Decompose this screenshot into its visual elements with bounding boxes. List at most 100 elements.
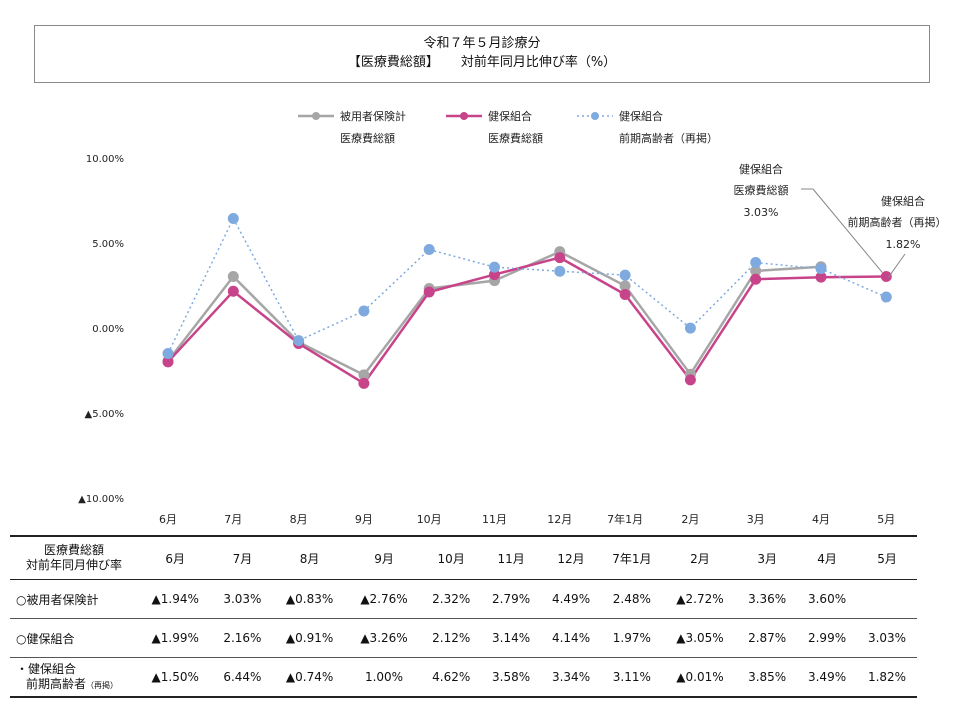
table-cell: ▲0.91% [272,618,347,658]
table-month: 3月 [737,535,798,580]
table-month: 7月 [212,535,273,580]
x-tick-label: 10月 [417,513,442,526]
table-month: 11月 [481,535,542,580]
table-cell: ▲0.83% [272,579,347,619]
annotation-label: 前期高齢者（再掲） [848,215,947,229]
data-point [423,286,435,298]
data-point [423,243,435,255]
legend-marker [312,112,320,120]
table-cell: ▲1.94% [138,579,213,619]
row-label-note: （再掲） [86,680,119,690]
table-cell: 4.49% [541,579,601,619]
y-tick-label: ▲10.00% [78,494,124,505]
legend-label: 医療費総額 [340,131,395,145]
chart-title-topic: 【医療費総額】 [347,55,439,70]
table-cell: 3.60% [797,579,858,619]
y-tick-label: ▲5.00% [85,409,124,420]
data-point [684,374,696,386]
table-cell: 2.79% [481,579,542,619]
legend-label: 健保組合 [488,109,532,123]
table-month: 5月 [857,535,917,580]
data-point [227,213,239,225]
table-cell: 3.03% [857,618,917,658]
annotation-leader [812,188,883,273]
data-point [358,305,370,317]
annotation-value: 1.82% [886,238,921,251]
annotation-leader [887,253,906,278]
annotation-label: 健保組合 [881,194,925,208]
y-tick-label: 0.00% [92,324,124,335]
table-month: 10月 [421,535,482,580]
legend-label: 医療費総額 [488,131,543,145]
table-cell: ▲3.05% [662,618,738,658]
table-cell: 1.97% [601,618,663,658]
data-point [162,348,174,359]
data-point [227,285,239,297]
table-month: 8月 [272,535,347,580]
y-tick-label: 10.00% [86,154,124,165]
table-cell: 2.87% [737,618,798,658]
chart-title-metric: 対前年同月比伸び率（%） [460,55,617,70]
table-month: 2月 [662,535,738,580]
data-point [750,257,762,269]
table-header-row: 医療費総額 対前年同月伸び率 6月 7月 8月 9月 10月 11月 12月 7… [10,535,917,580]
table-cell: ▲0.74% [272,657,347,698]
table-month: 12月 [541,535,601,580]
table-cell: 3.49% [797,657,858,698]
table-cell: ▲1.99% [138,618,213,658]
x-tick-label: 3月 [747,513,765,526]
annotation-value: 3.03% [744,206,779,219]
table-cell: 1.00% [346,657,422,698]
x-tick-label: 9月 [355,513,373,526]
table-cell: 4.14% [541,618,601,658]
series-line [167,256,887,386]
legend-label: 被用者保険計 [340,109,406,123]
table-header-label-line2: 対前年同月伸び率 [25,558,122,572]
table-cell: 2.16% [212,618,273,658]
data-point [293,335,305,347]
data-point [489,261,500,273]
legend-label: 前期高齢者（再掲） [619,131,718,145]
chart-title-line2: 【医療費総額】 対前年同月比伸び率（%） [35,53,929,73]
data-point [554,252,566,264]
table-cell: ▲0.01% [662,657,738,698]
chart-title-line1: 令和７年５月診療分 [423,36,541,51]
table-row: ○被用者保険計 ▲1.94% 3.03% ▲0.83% ▲2.76% 2.32%… [10,579,917,619]
table-cell: 2.12% [421,618,482,658]
line-chart: 10.00% 5.00% 0.00% ▲5.00% ▲10.00% 6月 7月 8月 9月 10月… [78,109,947,526]
legend-label: 健保組合 [619,109,663,123]
legend-marker [460,112,468,120]
table-cell: ▲2.76% [346,579,422,619]
row-label-line2-text: 前期高齢者 [26,676,87,691]
table-header-label-line1: 医療費総額 [43,543,104,557]
series-line [167,216,887,354]
row-label-line2: 前期高齢者（再掲） [16,677,138,693]
table-cell: ▲3.26% [346,618,422,658]
table-cell: 6.44% [212,657,273,698]
data-point [880,270,892,282]
data-point [358,369,370,381]
y-tick-label: 5.00% [92,239,124,250]
row-label: ○健保組合 [10,618,138,658]
table-cell [857,579,917,619]
table-cell: 3.14% [481,618,542,658]
row-label: ○被用者保険計 [10,579,138,619]
table-month: 9月 [346,535,422,580]
table-cell: 3.03% [212,579,273,619]
table-row: ・健保組合 前期高齢者（再掲） ▲1.50% 6.44% ▲0.74% 1.00… [10,657,917,698]
table-month: 7年1月 [601,535,663,580]
x-tick-label: 12月 [547,513,572,526]
x-tick-label: 11月 [482,513,507,526]
table-cell: 2.48% [601,579,663,619]
table-month: 6月 [138,535,213,580]
data-point [880,291,892,303]
data-point [619,269,631,281]
table-cell: 4.62% [421,657,482,698]
x-tick-label: 5月 [877,513,895,526]
data-table: 医療費総額 対前年同月伸び率 6月 7月 8月 9月 10月 11月 12月 7… [10,535,917,698]
x-tick-label: 8月 [290,513,308,526]
data-point [750,273,762,285]
legend-marker [591,112,599,120]
table-cell: 3.85% [737,657,798,698]
data-point [815,271,827,283]
